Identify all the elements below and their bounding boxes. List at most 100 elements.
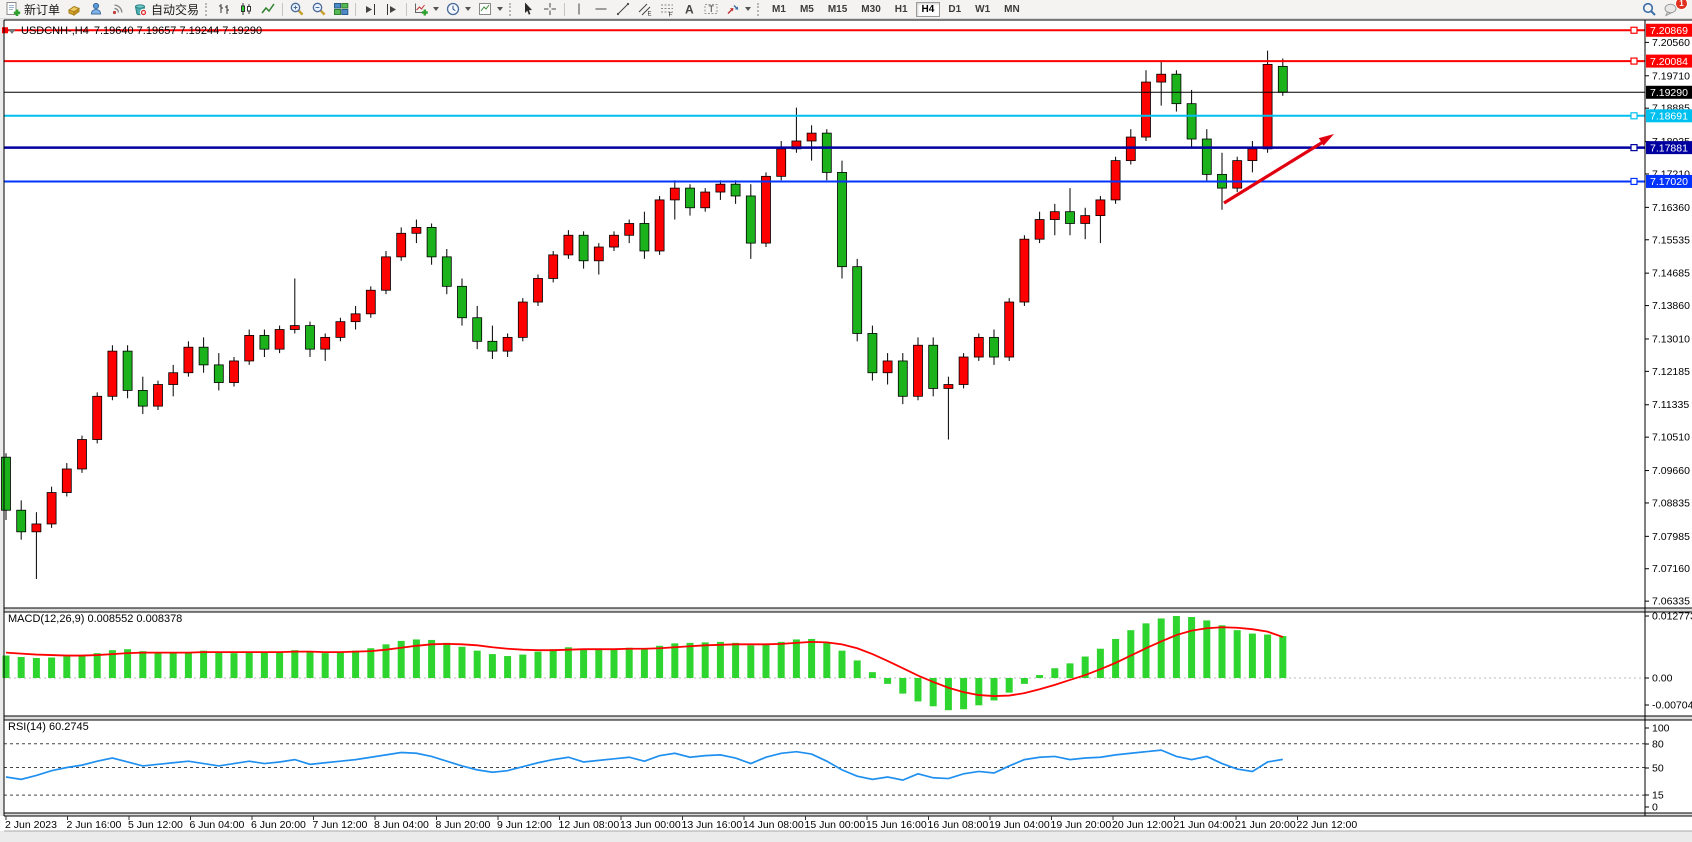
toolbar-grip[interactable] (757, 2, 762, 16)
svg-text:5 Jun 12:00: 5 Jun 12:00 (128, 819, 183, 831)
svg-text:7.07985: 7.07985 (1652, 531, 1690, 543)
line-handle[interactable] (1630, 57, 1638, 65)
autotrading-button[interactable]: 自动交易 (129, 1, 202, 18)
svg-text:8 Jun 04:00: 8 Jun 04:00 (374, 819, 429, 831)
panel-borders (3, 19, 1692, 832)
toolbar-separator (564, 2, 566, 16)
svg-text:7.17881: 7.17881 (1650, 142, 1688, 154)
chart-shift-button[interactable] (381, 1, 403, 18)
toolbar-separator (406, 2, 408, 16)
macd-values: 0.008552 0.008378 (87, 613, 183, 625)
text-icon: A (685, 3, 694, 17)
fibonacci-button[interactable]: F (656, 1, 678, 18)
community-icon (91, 2, 102, 15)
chart-navigator-button[interactable] (63, 1, 85, 18)
candlestick-chart-button[interactable] (235, 1, 257, 18)
indicators-icon (415, 3, 428, 16)
templates-button[interactable] (474, 1, 506, 18)
search-button[interactable] (1638, 1, 1660, 18)
svg-text:-0.007044: -0.007044 (1652, 700, 1692, 712)
collapse-triangle-icon[interactable] (8, 28, 16, 34)
line-handle[interactable] (1630, 112, 1638, 120)
line-handle[interactable] (1630, 177, 1638, 186)
svg-text:15: 15 (1652, 790, 1664, 802)
auto-scroll-icon (366, 4, 376, 15)
tf-button-H4[interactable]: H4 (915, 1, 941, 17)
line-chart-icon (261, 3, 275, 14)
tf-button-M15[interactable]: M15 (827, 3, 848, 15)
tf-button-W1[interactable]: W1 (975, 3, 991, 15)
tile-windows-icon (334, 3, 349, 15)
tf-button-D1[interactable]: D1 (948, 3, 962, 15)
toolbar-grip[interactable] (205, 2, 210, 16)
tf-button-MN[interactable]: MN (1004, 3, 1020, 15)
equidistant-channel-button[interactable]: E (634, 1, 656, 18)
zoom-out-button[interactable] (308, 1, 330, 18)
svg-text:19 Jun 20:00: 19 Jun 20:00 (1051, 819, 1112, 831)
bar-chart-icon (219, 4, 230, 14)
svg-text:0: 0 (1652, 802, 1658, 814)
price-axis[interactable]: 7.205607.197107.188857.180357.172107.163… (1645, 37, 1692, 814)
notifications-button[interactable]: 1 (1660, 0, 1688, 18)
notification-badge: 1 (1675, 0, 1688, 10)
svg-text:7.17020: 7.17020 (1650, 176, 1688, 188)
zoom-in-icon (290, 2, 304, 16)
svg-text:21 Jun 20:00: 21 Jun 20:00 (1235, 819, 1296, 831)
caret-down-icon (497, 7, 504, 11)
svg-text:7.08835: 7.08835 (1652, 497, 1690, 509)
caret-down-icon (745, 7, 752, 11)
svg-text:A: A (685, 3, 694, 17)
indicators-button[interactable] (410, 1, 442, 18)
tf-button-M30[interactable]: M30 (861, 3, 881, 15)
bar-chart-button[interactable] (213, 1, 235, 18)
auto-scroll-button[interactable] (359, 1, 381, 18)
tf-button-M5[interactable]: M5 (799, 3, 814, 15)
line-anchor[interactable] (2, 27, 8, 34)
zoom-in-button[interactable] (286, 1, 308, 18)
vertical-line-button[interactable] (568, 1, 590, 18)
price-lines[interactable] (2, 26, 1645, 186)
trend-arrow[interactable] (1223, 134, 1334, 205)
text-button[interactable]: A (678, 1, 700, 18)
tf-button-H1[interactable]: H1 (894, 3, 908, 15)
svg-text:2 Jun 16:00: 2 Jun 16:00 (67, 819, 122, 831)
crosshair-button[interactable] (539, 1, 561, 18)
horizontal-line-button[interactable] (590, 1, 612, 18)
new-order-label: 新订单 (24, 2, 61, 17)
svg-text:50: 50 (1652, 763, 1664, 775)
new-order-button[interactable]: 新订单 (2, 1, 63, 18)
time-axis[interactable]: 2 Jun 2023 2 Jun 16:00 5 Jun 12:00 6 Jun 04… (5, 816, 1357, 831)
macd-name: MACD(12,26,9) (8, 613, 85, 625)
svg-text:T: T (709, 4, 715, 14)
svg-text:7.11335: 7.11335 (1652, 399, 1689, 411)
svg-text:0.00: 0.00 (1652, 673, 1673, 685)
signals-button[interactable] (107, 1, 129, 18)
tile-windows-button[interactable] (330, 1, 352, 18)
arrows-button[interactable] (722, 1, 754, 18)
tf-button-M1[interactable]: M1 (772, 3, 786, 15)
svg-text:100: 100 (1652, 723, 1670, 735)
svg-text:14 Jun 08:00: 14 Jun 08:00 (743, 819, 804, 831)
svg-text:7.18691: 7.18691 (1650, 111, 1688, 123)
macd-indicator-label: MACD(12,26,9) 0.008552 0.008378 (8, 613, 182, 625)
periods-button[interactable] (442, 1, 474, 18)
line-chart-button[interactable] (257, 1, 279, 18)
svg-text:7.15535: 7.15535 (1652, 234, 1690, 246)
svg-text:7.20084: 7.20084 (1650, 56, 1688, 68)
community-button[interactable] (85, 1, 107, 18)
line-handle[interactable] (1630, 144, 1638, 152)
svg-text:7.07160: 7.07160 (1652, 563, 1690, 575)
cursor-button[interactable] (517, 1, 539, 18)
toolbar-grip[interactable] (509, 2, 514, 16)
rsi-name: RSI(14) 60.2745 (8, 721, 89, 733)
caret-down-icon (465, 7, 472, 11)
trendline-button[interactable] (612, 1, 634, 18)
line-handle[interactable] (1630, 26, 1638, 34)
chart-navigator-icon (67, 5, 81, 16)
ohlc-values: 7.19640 7.19657 7.19244 7.19290 (93, 25, 263, 37)
svg-text:0.012773: 0.012773 (1652, 611, 1692, 623)
text-label-button[interactable]: T (700, 1, 722, 18)
symbol-period-label: USDCNH-,H4 (21, 25, 89, 37)
